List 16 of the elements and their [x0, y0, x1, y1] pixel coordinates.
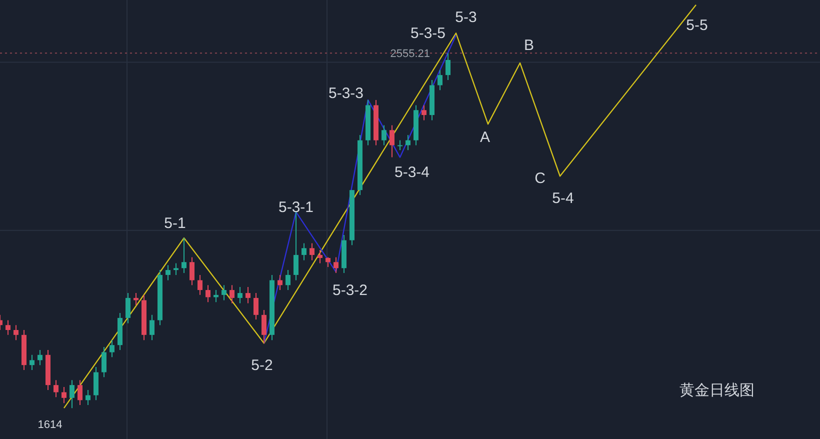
annotation: 1614: [38, 419, 62, 431]
annotation: B: [524, 37, 534, 54]
annotation: 5-4: [552, 190, 574, 207]
annotation: 5-3-4: [394, 164, 430, 181]
ref-line-label: 2555.21: [390, 48, 430, 60]
annotation: A: [480, 129, 490, 146]
annotation: 5-3-5: [410, 25, 446, 42]
annotation: 5-1: [164, 215, 186, 232]
annotation: 5-3-2: [332, 282, 368, 299]
annotation: 黄金日线图: [680, 382, 754, 399]
annotation: 5-3-3: [328, 85, 364, 102]
annotation: 5-3-1: [278, 199, 314, 216]
annotation: 5-3: [455, 9, 477, 26]
annotation: 5-2: [251, 357, 273, 374]
annotation: C: [534, 170, 546, 187]
annotation: 5-5: [686, 17, 708, 34]
